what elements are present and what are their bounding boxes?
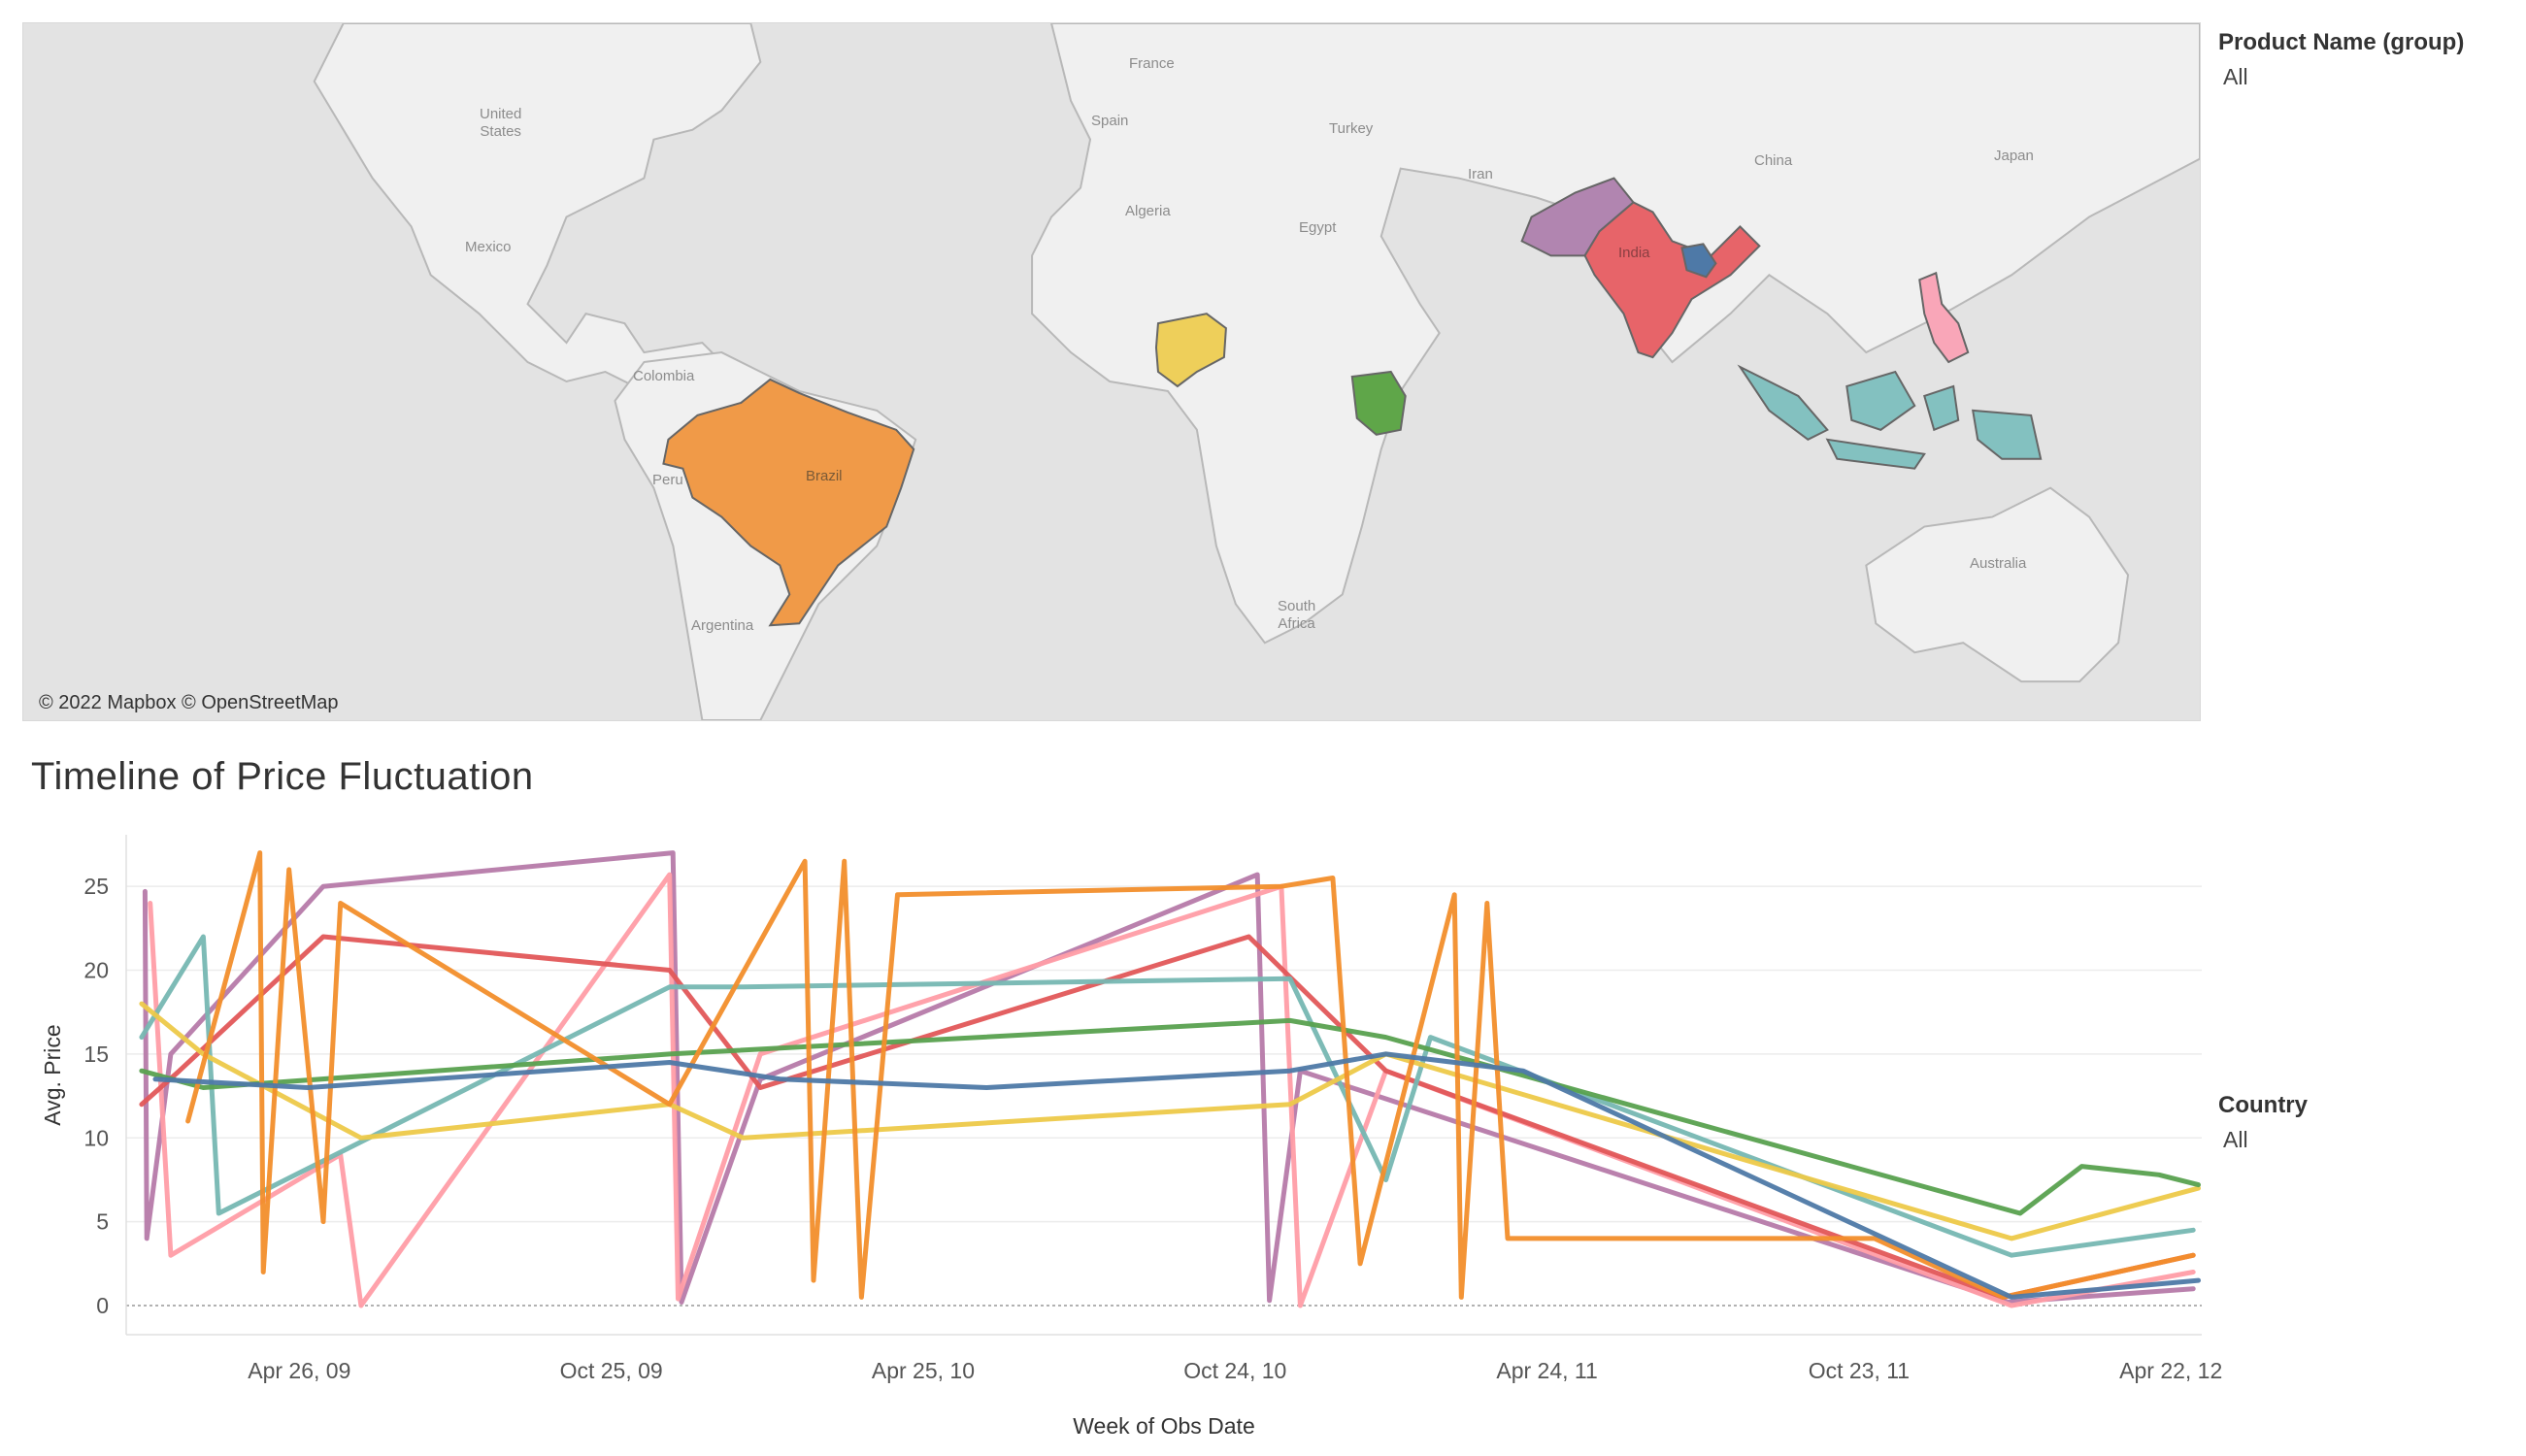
map-label-iran: Iran xyxy=(1468,166,1493,182)
landmass-north-america xyxy=(313,23,762,413)
y-tick-label: 5 xyxy=(96,1209,109,1235)
world-map[interactable]: United States Mexico Colombia Peru Brazi… xyxy=(22,22,2201,721)
country-bangladesh[interactable] xyxy=(1680,243,1717,279)
x-tick-label: Apr 26, 09 xyxy=(248,1358,350,1383)
country-brazil[interactable] xyxy=(662,378,915,627)
map-label-turkey: Turkey xyxy=(1329,120,1374,137)
world-map-canvas[interactable] xyxy=(23,23,2200,720)
filter-country[interactable]: Country All xyxy=(2218,1092,2509,1153)
x-tick-label: Oct 24, 10 xyxy=(1183,1358,1286,1383)
x-tick-label: Oct 23, 11 xyxy=(1809,1358,1910,1383)
map-label-colombia: Colombia xyxy=(633,368,695,384)
x-tick-label: Apr 22, 12 xyxy=(2119,1358,2222,1383)
map-label-japan: Japan xyxy=(1994,148,2034,164)
y-tick-label: 10 xyxy=(83,1125,109,1150)
country-indonesia[interactable] xyxy=(1737,364,2043,470)
landmass-australia xyxy=(1865,486,2130,683)
map-label-spain: Spain xyxy=(1091,113,1129,129)
filter-country-title: Country xyxy=(2218,1092,2308,1118)
map-label-peru: Peru xyxy=(652,472,683,488)
timeline-title: Timeline of Price Fluctuation xyxy=(31,755,534,798)
map-label-brazil: Brazil xyxy=(806,468,843,484)
map-label-united-states: United States xyxy=(480,106,522,140)
map-label-argentina: Argentina xyxy=(691,617,754,634)
map-label-india: India xyxy=(1618,245,1650,261)
x-tick-label: Apr 24, 11 xyxy=(1496,1358,1597,1383)
chart-axes: 0 5 10 15 20 25 Apr 26, 09 Oct 25, 09 Apr 25, 10… xyxy=(40,835,2222,1439)
y-tick-label: 15 xyxy=(83,1042,109,1067)
chart-series-layer xyxy=(139,850,2201,1308)
country-kenya[interactable] xyxy=(1350,370,1407,436)
map-label-australia: Australia xyxy=(1970,555,2027,572)
filter-product-name[interactable]: Product Name (group) All xyxy=(2218,29,2509,90)
series-line xyxy=(139,1017,2201,1216)
series-line xyxy=(139,934,2196,1300)
filter-product-name-value[interactable]: All xyxy=(2223,64,2248,89)
country-india[interactable] xyxy=(1583,201,1761,359)
filter-product-name-title: Product Name (group) xyxy=(2218,29,2465,55)
y-tick-label: 25 xyxy=(83,874,109,899)
map-attribution: © 2022 Mapbox © OpenStreetMap xyxy=(39,692,339,713)
map-label-mexico: Mexico xyxy=(465,239,512,255)
map-label-egypt: Egypt xyxy=(1299,219,1337,236)
y-tick-label: 0 xyxy=(96,1293,109,1318)
series-line xyxy=(139,1001,2201,1241)
chart-gridlines xyxy=(126,885,2202,1307)
y-axis-title: Avg. Price xyxy=(40,1024,65,1125)
x-tick-label: Oct 25, 09 xyxy=(560,1358,663,1383)
map-label-france: France xyxy=(1129,55,1175,72)
x-tick-label: Apr 25, 10 xyxy=(872,1358,975,1383)
map-label-china: China xyxy=(1754,152,1793,169)
series-line xyxy=(152,1051,2201,1300)
x-axis-title: Week of Obs Date xyxy=(1073,1413,1255,1439)
series-line xyxy=(185,850,2196,1300)
y-tick-label: 20 xyxy=(83,958,109,983)
map-label-algeria: Algeria xyxy=(1125,203,1171,219)
country-philippines[interactable] xyxy=(1918,271,1970,364)
country-nigeria[interactable] xyxy=(1154,313,1227,388)
series-line xyxy=(139,934,2196,1258)
map-label-south-africa: South Africa xyxy=(1278,598,1316,632)
price-timeline-chart[interactable]: 0 5 10 15 20 25 Apr 26, 09 Oct 25, 09 Apr 25, 10… xyxy=(0,815,2526,1456)
filter-country-value[interactable]: All xyxy=(2223,1127,2248,1152)
